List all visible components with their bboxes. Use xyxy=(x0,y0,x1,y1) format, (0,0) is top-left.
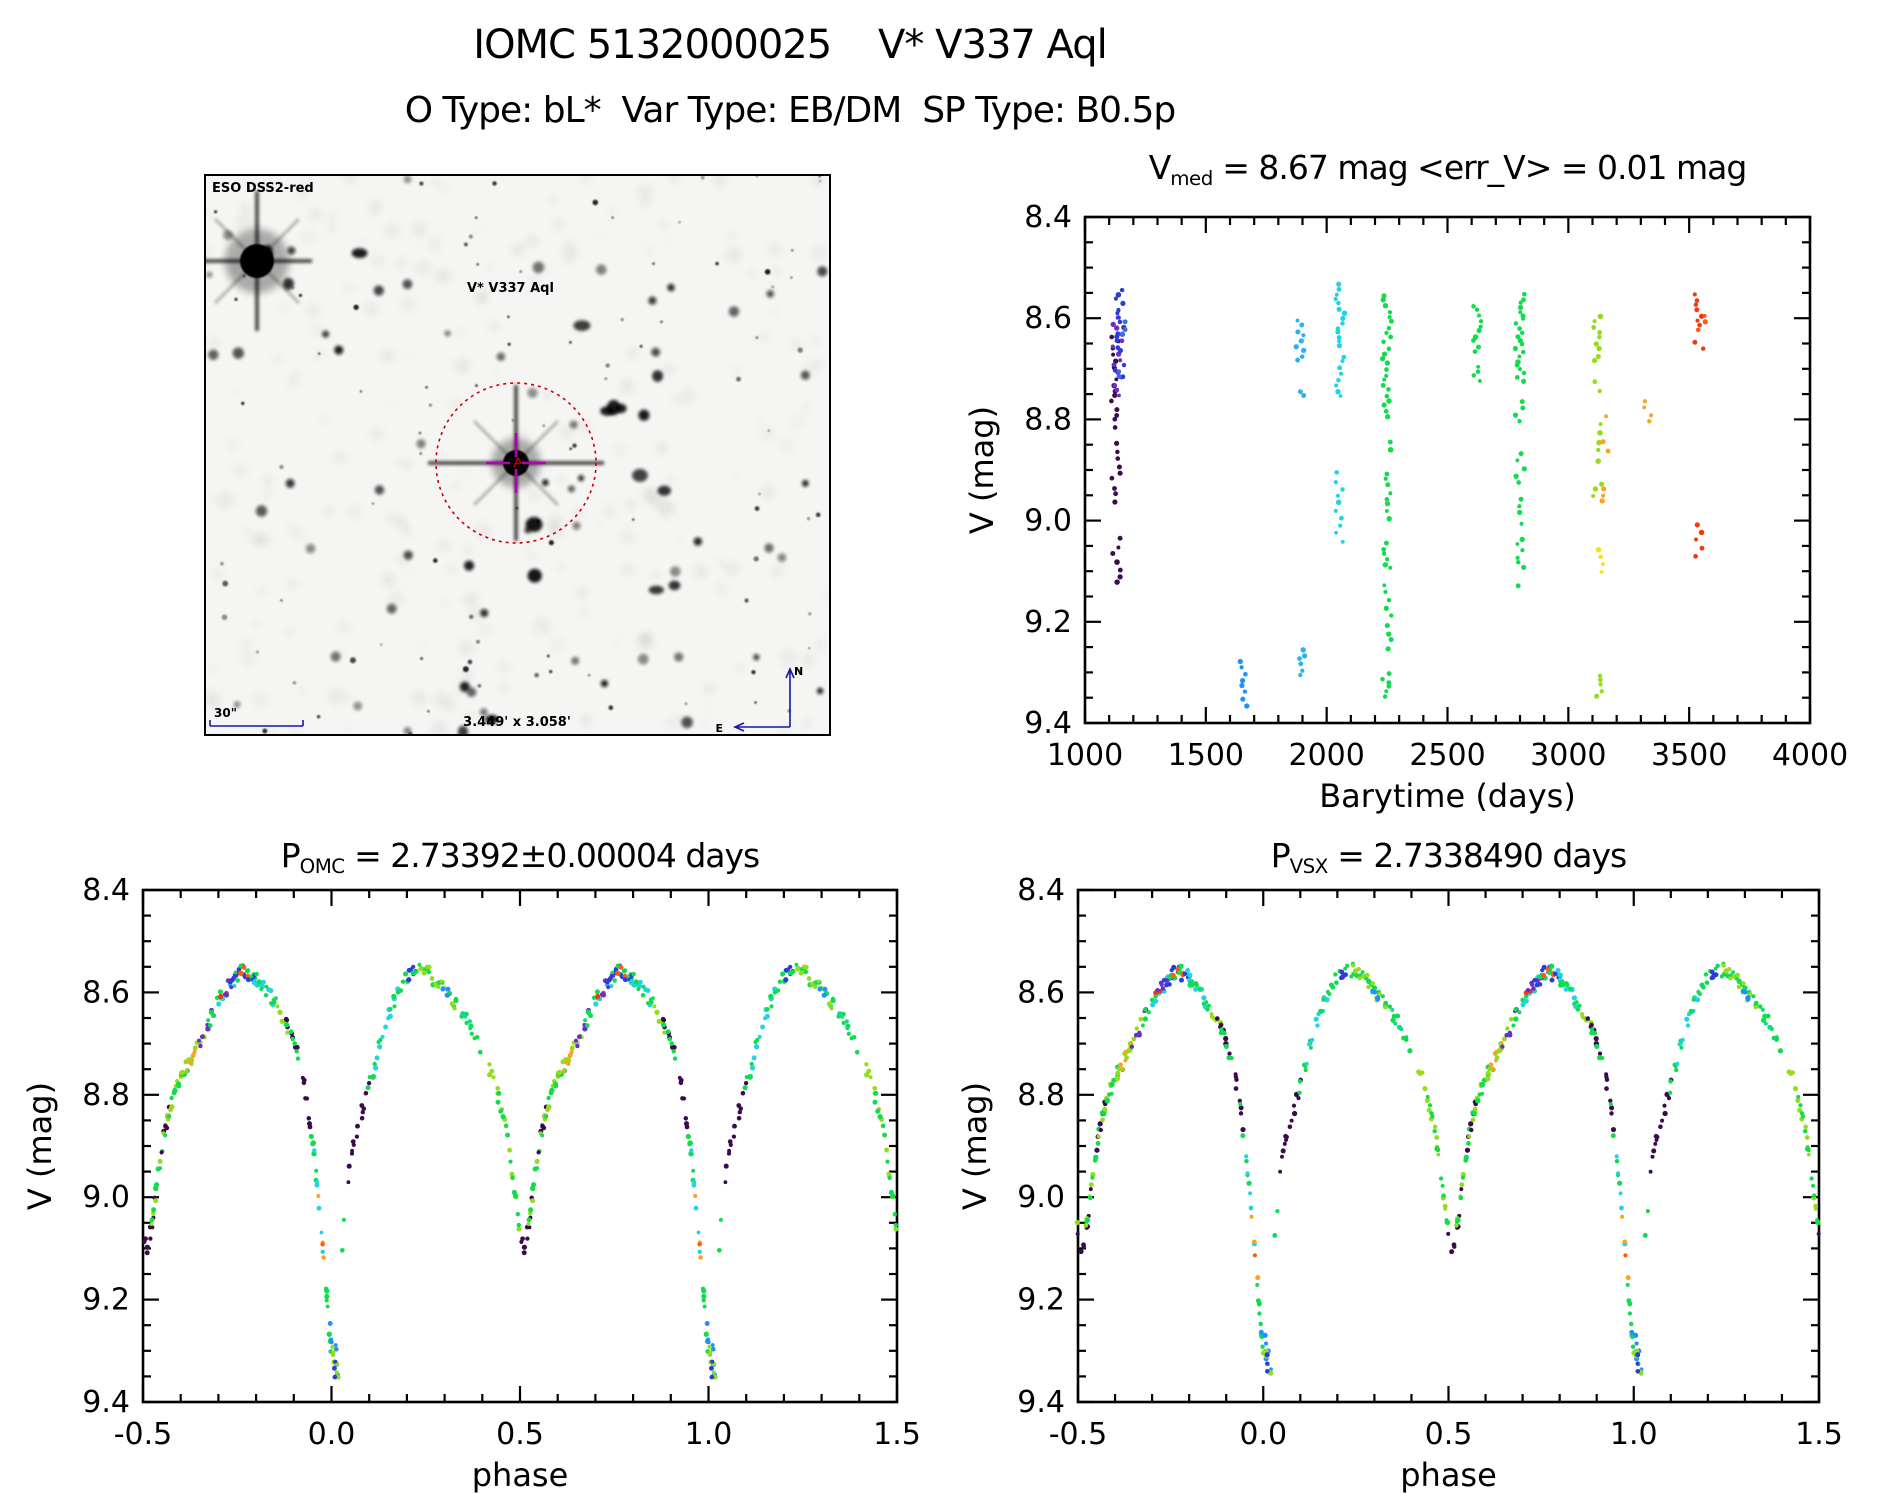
survey-label: ESO DSS2-red xyxy=(212,181,314,196)
phase-vsx-plot-xtick-label: 1.5 xyxy=(1795,1417,1843,1452)
phase-omc-plot-ytick-label: 9.4 xyxy=(82,1385,130,1420)
phase-vsx-plot-yaxis-label: V (mag) xyxy=(956,1082,994,1210)
phase-vsx-plot-xaxis-label: phase xyxy=(1400,1456,1497,1494)
phase-vsx-plot-ytick-label: 9.0 xyxy=(1017,1180,1065,1215)
barytime-plot-ytick-label: 8.4 xyxy=(1024,200,1072,235)
barytime-plot-title: Vmed = 8.67 mag <err_V> = 0.01 mag xyxy=(1085,148,1810,190)
barytime-plot-yaxis-label: V (mag) xyxy=(963,406,1001,534)
page-title: IOMC 5132000025 V* V337 Aql xyxy=(473,22,1107,68)
barytime-plot-xtick-label: 2500 xyxy=(1409,738,1485,773)
vsx-title-pre: P xyxy=(1270,836,1291,875)
omc-title-post: = 2.73392±0.00004 days xyxy=(344,836,760,875)
phase-omc-plot-yaxis-label: V (mag) xyxy=(21,1082,59,1210)
vsx-title-sub: VSX xyxy=(1289,854,1329,878)
barytime-plot-xtick-label: 3000 xyxy=(1530,738,1606,773)
barytime-title-post: = 8.67 mag <err_V> = 0.01 mag xyxy=(1212,148,1747,187)
phase-vsx-plot-ytick-label: 9.4 xyxy=(1017,1385,1065,1420)
page-subtitle: O Type: bL* Var Type: EB/DM SP Type: B0.… xyxy=(404,90,1177,131)
phase-omc-plot-ytick-label: 9.0 xyxy=(82,1180,130,1215)
finder-image xyxy=(205,175,830,735)
finder-target-label: V* V337 Aql xyxy=(467,281,554,296)
omc-title-sub: OMC xyxy=(299,854,345,878)
barytime-plot-ytick-label: 9.2 xyxy=(1024,605,1072,640)
phase-vsx-plot-xtick-label: 1.0 xyxy=(1610,1417,1658,1452)
phase-omc-plot-xtick-label: 1.0 xyxy=(685,1417,733,1452)
compass-north-label: N xyxy=(794,665,803,678)
phase-omc-plot-axes: -0.5 0.0 0.5 1.0 1.5 8.4 8.6 8.8 9.0 9.2 9.4 phase V… xyxy=(21,873,921,1494)
bright-field-star xyxy=(205,191,312,331)
omc-title-pre: P xyxy=(280,836,301,875)
fov-label: 3.449' x 3.058' xyxy=(463,715,571,730)
target-crosshair-icon xyxy=(486,433,546,493)
barytime-plot-xtick-label: 2000 xyxy=(1288,738,1364,773)
barytime-plot-axes: 1000 1500 2000 2500 3000 3500 4000 8.4 8.6 8.8 9.0… xyxy=(963,200,1848,815)
target-circle xyxy=(435,382,597,544)
phase-vsx-plot-ytick-label: 8.4 xyxy=(1017,873,1065,908)
phase-omc-plot-xtick-label: 0.5 xyxy=(496,1417,544,1452)
finder-annotations: ESO DSS2-red V* V337 Aql 30" 3.449' x 3.058… xyxy=(209,181,803,735)
phase-vsx-plot-ytick-label: 8.8 xyxy=(1017,1078,1065,1113)
phase-omc-plot-ytick-label: 8.4 xyxy=(82,873,130,908)
phase-vsx-plot-ytick-label: 8.6 xyxy=(1017,975,1065,1010)
finder-frame xyxy=(204,174,831,736)
barytime-plot-xtick-label: 1000 xyxy=(1047,738,1123,773)
barytime-plot-xtick-label: 1500 xyxy=(1168,738,1244,773)
phase-vsx-plot-xtick-label: 0.5 xyxy=(1425,1417,1473,1452)
barytime-title-pre: V xyxy=(1148,148,1172,187)
phase-vsx-plot-axes: -0.5 0.0 0.5 1.0 1.5 8.4 8.6 8.8 9.0 9.2 9.4 phase V… xyxy=(956,873,1843,1494)
compass-east-label: E xyxy=(715,722,723,735)
phase-vsx-plot-xtick-label: 0.0 xyxy=(1239,1417,1287,1452)
barytime-title-sub: med xyxy=(1170,166,1213,190)
phase-omc-plot-ytick-label: 8.8 xyxy=(82,1078,130,1113)
phase-omc-plot-ytick-label: 8.6 xyxy=(82,975,130,1010)
scale-bar xyxy=(209,720,304,727)
barytime-plot-xtick-label: 3500 xyxy=(1651,738,1727,773)
phase-vsx-plot-xtick-label: -0.5 xyxy=(1049,1417,1108,1452)
phase-omc-plot-xtick-label: -0.5 xyxy=(114,1417,173,1452)
phase-omc-plot-ytick-label: 9.2 xyxy=(82,1283,130,1318)
barytime-plot-ytick-label: 8.8 xyxy=(1024,402,1072,437)
phase-omc-plot-points xyxy=(142,962,899,1380)
barytime-plot-xaxis-label: Barytime (days) xyxy=(1319,777,1576,815)
phase-vsx-plot-ytick-label: 9.2 xyxy=(1017,1283,1065,1318)
phase-omc-plot-xtick-label: 0.0 xyxy=(308,1417,356,1452)
phase-omc-plot-xaxis-label: phase xyxy=(472,1456,569,1494)
phase-omc-plot-xtick-label: 1.5 xyxy=(873,1417,921,1452)
barytime-plot-ytick-label: 8.6 xyxy=(1024,301,1072,336)
phase-omc-plot-title: POMC = 2.73392±0.00004 days xyxy=(143,836,897,878)
vsx-title-post: = 2.7338490 days xyxy=(1327,836,1627,875)
barytime-points xyxy=(1109,281,1708,709)
barytime-plot-ytick-label: 9.4 xyxy=(1024,706,1072,741)
phase-vsx-plot-title: PVSX = 2.7338490 days xyxy=(1078,836,1819,878)
phase-vsx-plot-points xyxy=(1074,961,1821,1376)
barytime-plot-xtick-label: 4000 xyxy=(1772,738,1848,773)
scale-bar-label: 30" xyxy=(214,706,237,720)
barytime-plot-ytick-label: 9.0 xyxy=(1024,504,1072,539)
compass-icon xyxy=(733,667,795,732)
